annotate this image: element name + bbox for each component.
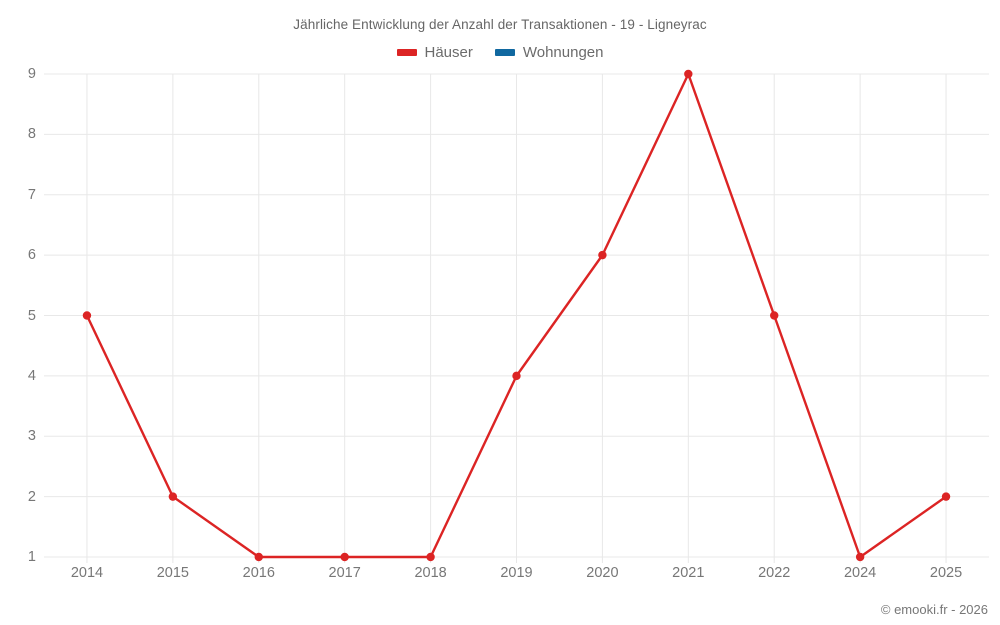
x-tick-label: 2018 [414, 565, 447, 581]
data-point[interactable] [684, 69, 693, 79]
x-tick-label: 2025 [929, 565, 963, 581]
y-tick-label: 6 [27, 247, 36, 264]
data-point[interactable] [512, 371, 521, 381]
legend-swatch-wohnungen [494, 49, 515, 56]
data-point[interactable] [598, 250, 607, 260]
x-tick-label: 2016 [242, 565, 275, 581]
legend-swatch-hauser [396, 49, 417, 56]
data-point[interactable] [941, 492, 951, 501]
x-tick-label: 2021 [672, 565, 705, 581]
chart-title: Jährliche Entwicklung der Anzahl der Tra… [293, 17, 707, 32]
y-tick-label: 1 [27, 549, 36, 565]
x-tick-label: 2020 [586, 565, 619, 581]
data-point[interactable] [855, 552, 865, 562]
data-point[interactable] [82, 311, 92, 320]
x-tick-label: 2014 [70, 565, 104, 581]
copyright-footer: © emooki.fr - 2026 [880, 602, 988, 617]
y-tick-label: 4 [27, 367, 36, 384]
y-tick-label: 9 [27, 66, 36, 82]
y-tick-label: 3 [27, 428, 36, 445]
x-tick-label: 2019 [500, 565, 533, 581]
y-tick-label: 8 [27, 126, 36, 143]
legend-label-wohnungen: Wohnungen [522, 44, 604, 61]
y-tick-label: 2 [27, 488, 36, 505]
legend-item-hauser[interactable]: Häuser [396, 44, 473, 61]
data-point[interactable] [426, 552, 435, 562]
y-tick-label: 5 [27, 307, 36, 324]
data-point[interactable] [340, 552, 349, 562]
plot-area [44, 69, 989, 563]
chart-plot-svg [44, 69, 989, 563]
chart-legend: Häuser Wohnungen [0, 44, 1000, 61]
x-tick-label: 2015 [156, 565, 189, 581]
x-tick-label: 2022 [758, 565, 791, 581]
data-point[interactable] [770, 311, 779, 320]
x-tick-label: 2017 [328, 565, 361, 581]
data-point[interactable] [168, 492, 178, 501]
x-axis: 2014 2015 2016 2017 2018 2019 2020 2021 2022 2024… [44, 565, 989, 589]
y-tick-label: 7 [27, 186, 36, 203]
data-point[interactable] [254, 552, 263, 562]
x-tick-label: 2024 [843, 565, 877, 581]
legend-label-hauser: Häuser [424, 44, 473, 61]
y-axis: 1 2 3 4 5 6 7 8 9 [0, 66, 36, 565]
legend-item-wohnungen[interactable]: Wohnungen [494, 44, 604, 61]
